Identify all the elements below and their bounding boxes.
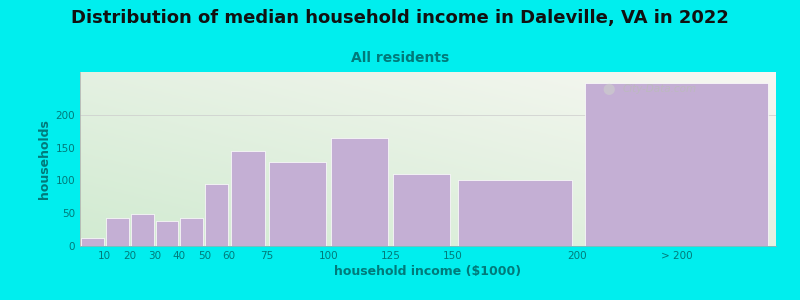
Bar	[230, 151, 265, 246]
Bar	[155, 221, 178, 246]
Bar	[81, 238, 104, 246]
Text: ⬤: ⬤	[602, 84, 614, 95]
Bar	[458, 180, 572, 246]
Y-axis label: households: households	[38, 119, 51, 199]
Bar	[269, 162, 326, 246]
Bar	[206, 184, 228, 246]
X-axis label: household income ($1000): household income ($1000)	[334, 265, 522, 278]
Bar	[130, 214, 154, 246]
Text: Distribution of median household income in Daleville, VA in 2022: Distribution of median household income …	[71, 9, 729, 27]
Bar	[331, 138, 388, 246]
Bar	[106, 218, 129, 246]
Bar	[585, 83, 768, 246]
Bar	[394, 174, 450, 246]
Bar	[181, 218, 203, 246]
Text: City-Data.com: City-Data.com	[623, 84, 697, 94]
Text: All residents: All residents	[351, 51, 449, 65]
